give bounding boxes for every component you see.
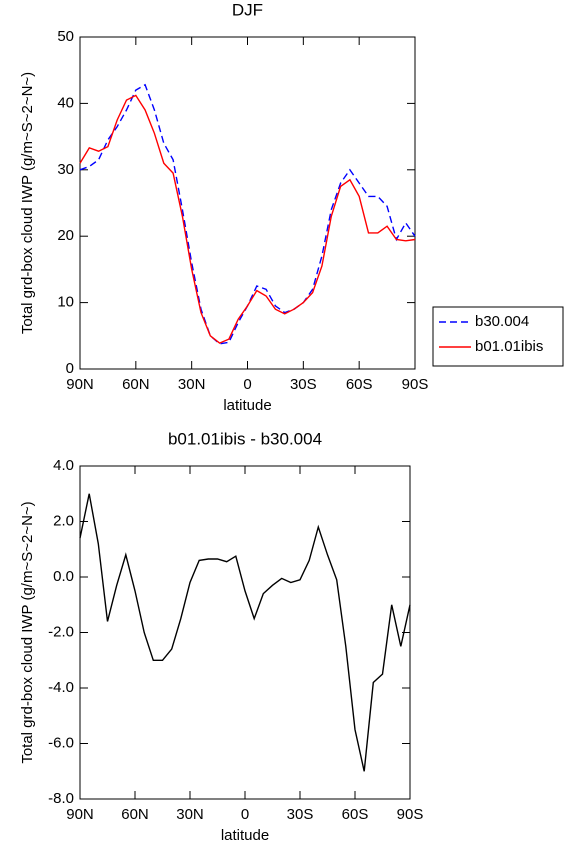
y-tick-label: 0.0 [53, 568, 74, 585]
chart-title: DJF [232, 0, 263, 19]
y-axis-label: Total grd-box cloud IWP (g/m~S~2~N~) [19, 501, 36, 763]
data-line [79, 493, 411, 772]
plot-frame [79, 465, 411, 800]
legend-label: b01.01ibis [475, 338, 543, 355]
x-tick-label: 60N [121, 806, 149, 823]
y-axis-label: Total grd-box cloud IWP (g/m~S~2~N~) [19, 72, 36, 334]
y-tick-label: -6.0 [48, 734, 74, 751]
y-tick-label: -8.0 [48, 790, 74, 807]
legend-label: b30.004 [475, 313, 529, 330]
y-tick-label: 2.0 [53, 512, 74, 529]
plot-frame [79, 36, 416, 370]
data-line [79, 94, 416, 344]
x-tick-label: 90S [402, 376, 429, 393]
y-tick-label: 40 [57, 94, 74, 111]
x-tick-label: 30N [176, 806, 204, 823]
x-tick-label: 0 [241, 806, 249, 823]
x-tick-label: 0 [243, 376, 251, 393]
x-tick-label: 30S [287, 806, 314, 823]
y-tick-label: 0 [66, 360, 74, 377]
legend-box [432, 306, 564, 367]
x-tick-label: 30N [178, 376, 206, 393]
x-axis-label: latitude [221, 827, 269, 844]
y-tick-label: 20 [57, 227, 74, 244]
x-tick-label: 90N [66, 806, 94, 823]
x-axis-label: latitude [223, 397, 271, 414]
x-tick-label: 90N [66, 376, 94, 393]
y-tick-label: 10 [57, 294, 74, 311]
x-tick-label: 60N [122, 376, 150, 393]
y-tick-label: -4.0 [48, 679, 74, 696]
y-tick-label: 30 [57, 161, 74, 178]
y-tick-label: -2.0 [48, 623, 74, 640]
x-tick-label: 90S [397, 806, 424, 823]
y-tick-label: 4.0 [53, 457, 74, 474]
x-tick-label: 30S [290, 376, 317, 393]
y-tick-label: 50 [57, 28, 74, 45]
chart-title: b01.01ibis - b30.004 [168, 429, 322, 448]
x-tick-label: 60S [342, 806, 369, 823]
x-tick-label: 60S [346, 376, 373, 393]
